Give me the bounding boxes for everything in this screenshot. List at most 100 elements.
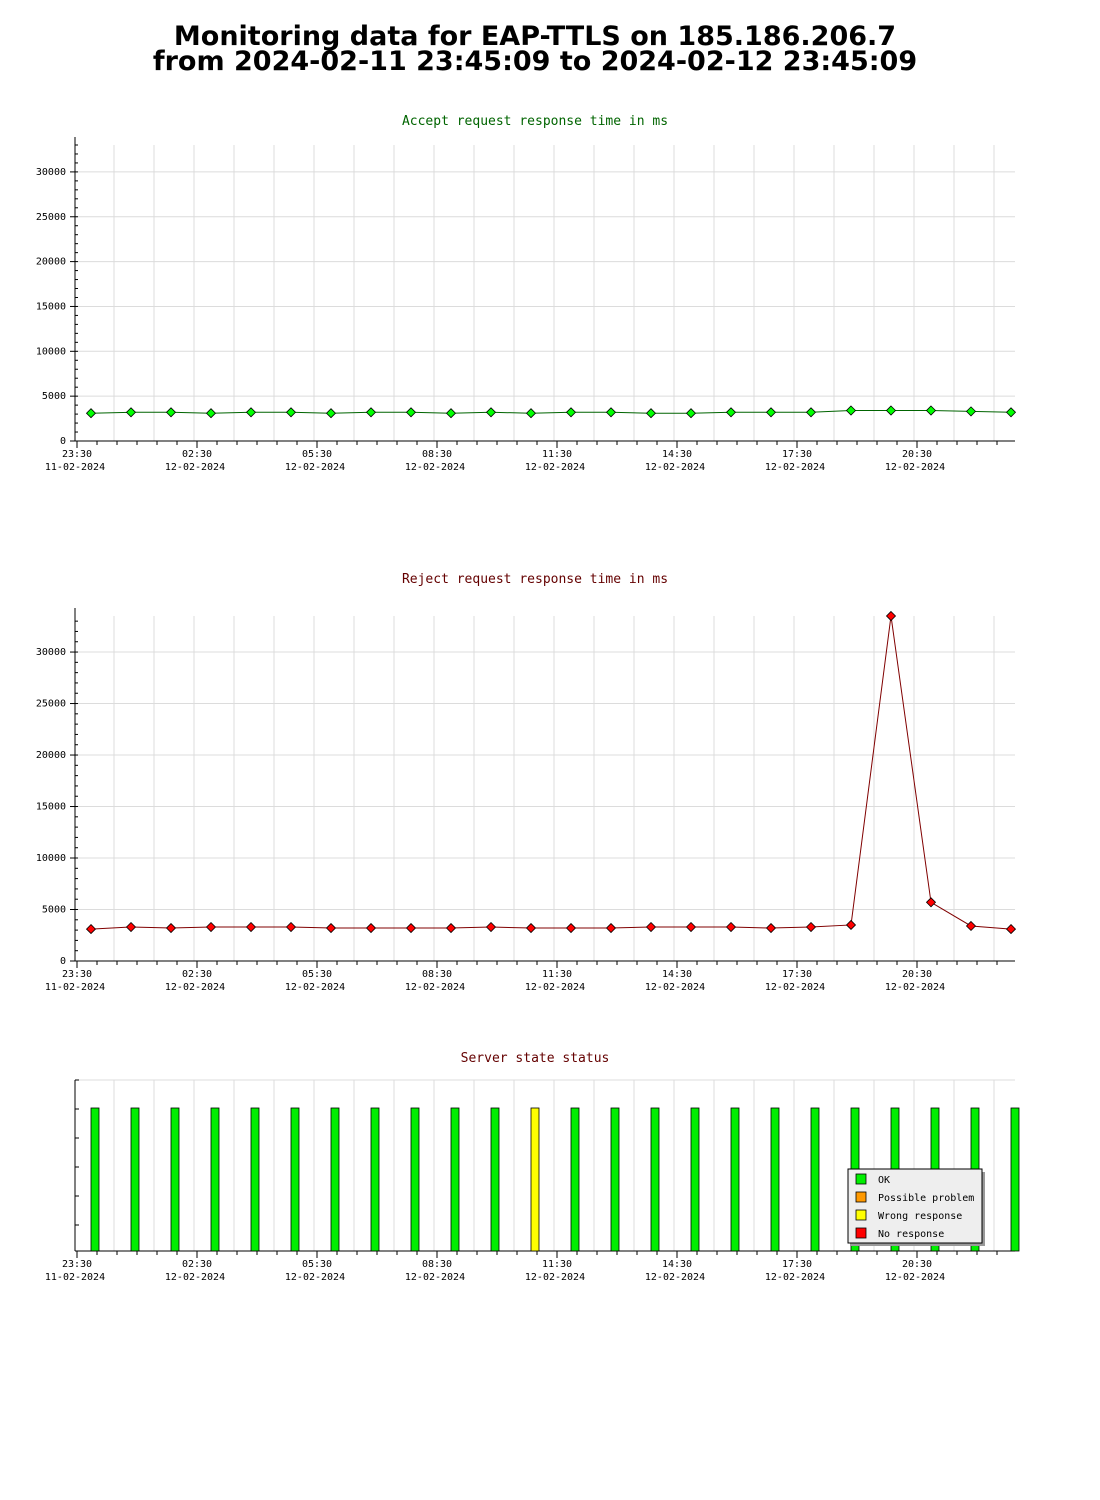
data-point [645, 921, 657, 933]
status-bar [730, 1107, 740, 1252]
status-bar [770, 1107, 780, 1252]
legend-label: Possible problem [878, 1193, 974, 1204]
data-point [445, 922, 457, 934]
status-bar [450, 1107, 460, 1252]
status-bar [250, 1107, 260, 1252]
status-bar [490, 1107, 500, 1252]
y-tick-label: 20000 [36, 750, 66, 761]
status-bar [210, 1107, 220, 1252]
data-point [765, 922, 777, 934]
x-tick-label-date: 12-02-2024 [405, 462, 465, 473]
x-tick-label-time: 17:30 [782, 1259, 812, 1270]
x-tick-label-time: 23:30 [62, 1259, 92, 1270]
accept-response-chart: Accept request response time in ms 0 5000 1… [36, 114, 1017, 473]
chart-title: Reject request response time in ms [402, 572, 668, 587]
data-point [845, 919, 857, 931]
data-point [525, 408, 537, 419]
x-tick-label-date: 12-02-2024 [405, 982, 465, 993]
x-tick-label-time: 05:30 [302, 969, 332, 980]
x-tick-label-date: 12-02-2024 [645, 1272, 705, 1283]
x-tick-label-date: 12-02-2024 [165, 1272, 225, 1283]
x-tick-label-date: 12-02-2024 [885, 982, 945, 993]
data-point [965, 406, 977, 417]
x-tick-label-date: 12-02-2024 [525, 1272, 585, 1283]
page-title: Monitoring data for EAP-TTLS on 185.186.… [0, 21, 1070, 77]
x-tick-label-date: 12-02-2024 [645, 462, 705, 473]
data-point [125, 921, 137, 933]
data-point [405, 407, 417, 418]
data-point [885, 610, 897, 622]
data-point [525, 922, 537, 934]
legend-swatch [855, 1209, 867, 1221]
status-bar [170, 1107, 180, 1252]
server-status-chart: Server state status 23:30 11-02-2024 02:30 1… [45, 1051, 1020, 1283]
data-point [85, 924, 97, 935]
x-tick-label-time: 02:30 [182, 449, 212, 460]
data-point [805, 407, 817, 418]
data-point [645, 408, 657, 419]
legend-label: No response [878, 1229, 944, 1240]
data-point [125, 407, 137, 418]
data-point [565, 407, 577, 418]
x-tick-label-time: 20:30 [902, 449, 932, 460]
data-point [405, 922, 417, 934]
data-point [965, 920, 977, 932]
data-point [85, 408, 97, 419]
data-point [925, 897, 937, 908]
chart-title: Accept request response time in ms [402, 114, 668, 129]
x-tick-label-date: 11-02-2024 [45, 1272, 105, 1283]
x-tick-label-time: 14:30 [662, 1259, 692, 1270]
status-bar [130, 1107, 140, 1252]
y-tick-label: 5000 [42, 391, 66, 402]
x-tick-label-date: 12-02-2024 [285, 1272, 345, 1283]
x-tick-label-time: 17:30 [782, 969, 812, 980]
legend-box [847, 1168, 983, 1244]
legend-swatch [855, 1191, 867, 1203]
x-tick-label-date: 12-02-2024 [525, 462, 585, 473]
x-tick-label-time: 02:30 [182, 1259, 212, 1270]
series-line [90, 410, 1012, 414]
data-point [205, 408, 217, 419]
title-line-1: Monitoring data for EAP-TTLS on 185.186.… [173, 21, 897, 52]
x-tick-label-time: 20:30 [902, 969, 932, 980]
reject-response-chart: Reject request response time in ms 0 5000 1… [36, 572, 1017, 993]
data-point [365, 922, 377, 934]
y-tick-label: 25000 [36, 699, 66, 710]
data-point [245, 407, 257, 418]
x-tick-label-time: 17:30 [782, 449, 812, 460]
x-tick-label-date: 12-02-2024 [765, 1272, 825, 1283]
data-point [285, 407, 297, 418]
status-bar [570, 1107, 580, 1252]
data-point [485, 921, 497, 933]
data-point [165, 407, 177, 418]
data-point [885, 405, 897, 416]
x-tick-label-time: 11:30 [542, 1259, 572, 1270]
x-tick-label-date: 12-02-2024 [765, 982, 825, 993]
x-tick-label-time: 23:30 [62, 969, 92, 980]
data-point [325, 922, 337, 934]
y-tick-label: 20000 [36, 257, 66, 268]
data-point [365, 407, 377, 418]
series-line [90, 615, 1012, 930]
data-point [1005, 924, 1017, 935]
x-tick-label-time: 05:30 [302, 1259, 332, 1270]
data-point [1005, 407, 1017, 418]
data-point [245, 921, 257, 933]
data-point [765, 407, 777, 418]
status-bar [690, 1107, 700, 1252]
data-point [845, 405, 857, 416]
status-bar [410, 1107, 420, 1252]
legend-swatch [855, 1173, 867, 1185]
legend-label: Wrong response [878, 1211, 962, 1222]
data-point [285, 921, 297, 933]
data-point [605, 922, 617, 934]
y-tick-label: 10000 [36, 853, 66, 864]
chart-title: Server state status [461, 1051, 610, 1066]
title-line-2: from 2024-02-11 23:45:09 to 2024-02-12 2… [152, 46, 918, 77]
x-tick-label-time: 14:30 [662, 969, 692, 980]
data-point [725, 407, 737, 418]
data-point [485, 407, 497, 418]
x-tick-label-time: 08:30 [422, 969, 452, 980]
y-tick-label: 0 [60, 436, 66, 447]
data-point [925, 405, 937, 416]
